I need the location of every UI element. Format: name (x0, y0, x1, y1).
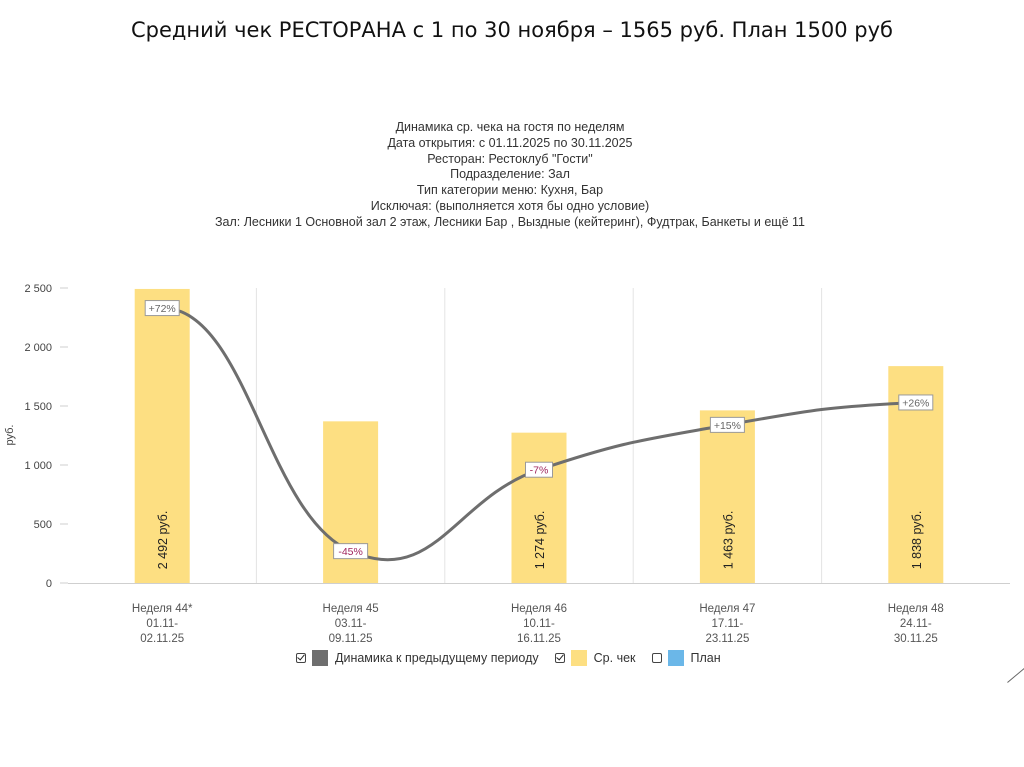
legend-label-avg-check: Ср. чек (593, 651, 636, 665)
y-tick-label: 500 (34, 519, 52, 531)
dynamics-point-label: +72% (149, 303, 176, 315)
x-category-label: 23.11.25 (705, 633, 749, 645)
x-category-label: Неделя 48 (888, 603, 944, 615)
bar-avg-check (699, 410, 755, 583)
bar-value-label: 2 492 руб. (156, 511, 170, 570)
x-category-label: 30.11.25 (894, 633, 938, 645)
x-category-label: Неделя 44* (132, 603, 193, 615)
y-tick-label: 0 (46, 578, 52, 590)
x-category-label: 24.11- (900, 618, 932, 630)
legend-checkbox-dynamics[interactable] (296, 653, 306, 663)
chart-hall-filter: Зал: Лесники 1 Основной зал 2 этаж, Лесн… (214, 214, 805, 229)
legend-label-plan: План (690, 651, 721, 665)
dynamics-point-label: -7% (530, 465, 549, 477)
dynamics-label-box (898, 394, 934, 411)
bar-value-label: 1 463 руб. (721, 511, 735, 570)
chart-title: Динамика ср. чека на гостя по неделям (395, 120, 625, 134)
dynamics-label-box (144, 300, 180, 317)
chart-header: Динамика ср. чека на гостя по неделям Да… (200, 120, 820, 231)
legend-checkbox-avg-check[interactable] (554, 653, 565, 663)
x-category-label: 17.11- (712, 618, 744, 630)
dynamics-label-box (525, 461, 553, 478)
y-axis-label: руб. (4, 425, 16, 446)
x-category-label: 16.11.25 (517, 633, 561, 645)
slide-title: Средний чек РЕСТОРАНА с 1 по 30 ноября –… (130, 18, 893, 42)
bar-avg-check (134, 288, 190, 583)
chart-menu-category: Тип категории меню: Кухня, Бар (416, 183, 604, 198)
legend-swatch-avg-check (570, 650, 587, 666)
chart-date-range: Дата открытия: с 01.11.2025 по 30.11.202… (387, 135, 633, 150)
legend-checkbox-plan[interactable] (651, 653, 662, 663)
legend-item-avg-check[interactable]: Ср. чек (554, 650, 636, 666)
legend-swatch-plan (667, 650, 684, 666)
y-tick-label: 2 000 (24, 342, 52, 354)
dynamics-point-label: +15% (714, 420, 741, 432)
chart-restaurant: Ресторан: Рестоклуб "Гости" (427, 151, 593, 166)
x-category-label: 10.11- (523, 618, 555, 630)
chart-department: Подразделение: Зал (450, 167, 570, 182)
x-category-label: 03.11- (335, 618, 367, 630)
x-category-label: 01.11- (146, 618, 178, 630)
bar-value-label: 1 274 руб. (533, 511, 547, 570)
dynamics-label-box (333, 543, 369, 560)
y-tick-label: 1 500 (24, 401, 52, 413)
y-tick-label: 1 000 (24, 460, 52, 472)
chart-exclusion-rule: Исключая: (выполняется хотя бы одно усло… (370, 198, 650, 213)
y-tick-label: 2 500 (24, 283, 52, 295)
dynamics-label-box (709, 416, 745, 433)
dynamics-line (160, 306, 918, 562)
legend-swatch-dynamics (312, 650, 328, 666)
x-category-label: 02.11.25 (140, 633, 184, 645)
chart-legend: Динамика к предыдущему периоду Ср. чек П… (296, 650, 737, 666)
bar-value-label: 1 838 руб. (910, 511, 924, 570)
dynamics-point-label: +26% (902, 397, 929, 409)
x-category-label: Неделя 46 (511, 603, 567, 615)
bar-avg-check (511, 432, 567, 583)
legend-label-dynamics: Динамика к предыдущему периоду (335, 651, 539, 665)
dynamics-point-label: -45% (338, 546, 363, 558)
x-category-label: Неделя 45 (323, 603, 379, 615)
x-category-label: Неделя 47 (699, 603, 755, 615)
legend-item-dynamics[interactable]: Динамика к предыдущему периоду (296, 650, 539, 666)
x-category-label: 09.11.25 (329, 633, 373, 645)
legend-item-plan[interactable]: План (651, 650, 721, 666)
